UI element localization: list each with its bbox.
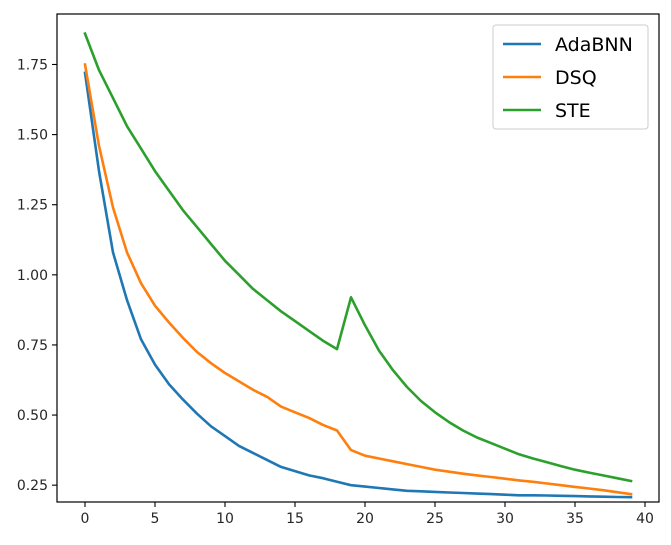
- legend: AdaBNN DSQ STE: [492, 24, 649, 130]
- legend-label-adabnn: AdaBNN: [555, 34, 633, 56]
- x-tick-label: 30: [496, 511, 514, 527]
- series-line-dsq: [83, 62, 633, 496]
- series-layer: [83, 31, 633, 499]
- legend-box: [492, 24, 649, 130]
- plot-frame: [56, 13, 660, 503]
- x-tick-label: 15: [286, 511, 304, 527]
- x-tick-label: 35: [566, 511, 584, 527]
- series-line-adabnn: [83, 71, 633, 499]
- x-tick-label: 5: [151, 511, 160, 527]
- x-tick-label: 0: [81, 511, 90, 527]
- x-tick-label: 25: [426, 511, 444, 527]
- x-tick-label: 10: [216, 511, 234, 527]
- x-axis: 0 5 10 15 20 25 30 35 40: [81, 502, 654, 527]
- y-tick-label: 0.75: [17, 338, 48, 354]
- y-tick-label: 1.50: [17, 128, 48, 144]
- x-tick-label: 20: [356, 511, 374, 527]
- y-axis: 0.25 0.50 0.75 1.00 1.25 1.50 1.75: [17, 57, 57, 494]
- x-tick-label: 40: [636, 511, 654, 527]
- y-tick-label: 1.25: [17, 198, 48, 214]
- y-tick-label: 0.50: [17, 408, 48, 424]
- series-line-ste: [83, 31, 633, 483]
- y-tick-label: 1.00: [17, 268, 48, 284]
- legend-label-ste: STE: [555, 100, 591, 122]
- legend-label-dsq: DSQ: [555, 67, 597, 89]
- y-tick-label: 1.75: [17, 57, 48, 73]
- y-tick-label: 0.25: [17, 478, 48, 494]
